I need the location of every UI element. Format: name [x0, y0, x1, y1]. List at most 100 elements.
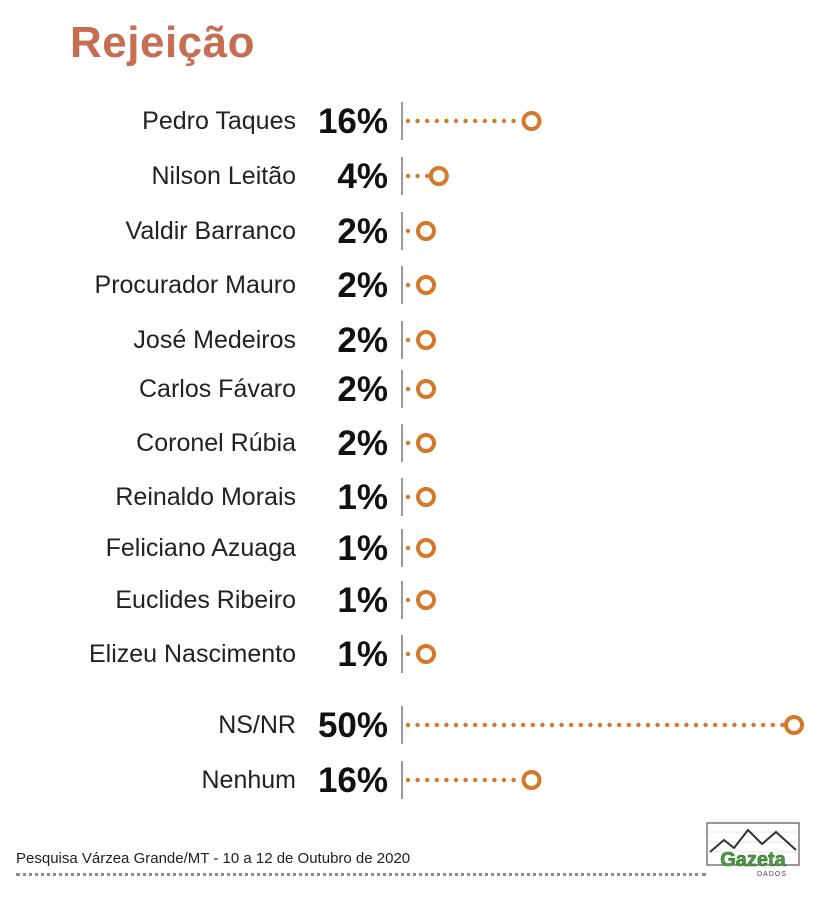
bar-dot: [415, 118, 420, 124]
bar-dot: [549, 722, 555, 728]
bar-dot: [405, 337, 411, 343]
bar-dot: [473, 777, 478, 783]
dot-bar-chart: Pedro Taques 16% Nilson Leitão 4% Valdir Bar…: [89, 102, 804, 800]
value-label: 2%: [337, 212, 388, 251]
chart-title: Rejeição: [70, 18, 255, 67]
bar-dot: [713, 722, 718, 728]
bar-dot: [405, 386, 411, 392]
value-label: 16%: [318, 102, 388, 141]
bar-dot: [425, 777, 430, 783]
category-label: Nilson Leitão: [151, 162, 296, 190]
bar-end-marker: [416, 330, 436, 350]
bar-dot: [511, 777, 516, 783]
bar-dot: [521, 722, 526, 728]
bar-end-marker: [784, 715, 804, 735]
value-label: 1%: [337, 635, 388, 674]
bar-dot: [569, 722, 574, 728]
value-label: 2%: [337, 321, 388, 360]
bar-dot: [511, 118, 516, 124]
bar-dot: [425, 118, 430, 124]
bar-end-marker: [521, 770, 542, 790]
bar-dot: [617, 722, 622, 728]
bar-end-marker: [521, 111, 542, 131]
bar-end-marker: [428, 166, 449, 186]
line-chart-logo-icon: [709, 828, 797, 853]
bar-dot: [665, 722, 670, 728]
category-label: Nenhum: [202, 766, 297, 794]
bar-dot: [684, 722, 689, 728]
bar-dot: [597, 722, 603, 728]
bar-dot: [722, 722, 727, 728]
category-label: Feliciano Azuaga: [106, 534, 297, 562]
bar-dot: [444, 722, 449, 728]
bar-end-marker: [416, 590, 436, 610]
category-label: Euclides Ribeiro: [115, 586, 296, 614]
bar-dot: [751, 722, 756, 728]
value-label: 50%: [318, 706, 388, 745]
bar-dot: [741, 722, 747, 728]
bar-dot: [559, 722, 564, 728]
bar-dot: [405, 777, 411, 783]
bar-dot: [434, 118, 439, 124]
bar-dot: [588, 722, 593, 728]
bar-dot: [693, 722, 699, 728]
category-label: José Medeiros: [133, 326, 296, 354]
bar-end-marker: [416, 433, 436, 453]
category-label: Reinaldo Morais: [115, 483, 296, 511]
bar-dot: [415, 722, 420, 728]
bar-dot: [463, 777, 468, 783]
bar-dot: [453, 722, 459, 728]
bar-dot: [405, 545, 411, 551]
bar-dot: [703, 722, 708, 728]
bar-dot: [492, 722, 497, 728]
bar-dot: [473, 118, 478, 124]
bar-dot: [501, 722, 507, 728]
bar-dot: [578, 722, 583, 728]
gazeta-dados-logo: Gazeta DADOS: [706, 822, 800, 878]
bar-dot: [434, 722, 439, 728]
bar-dot: [482, 722, 487, 728]
bar-dot: [434, 777, 439, 783]
bar-dot: [415, 173, 420, 179]
value-label: 2%: [337, 370, 388, 409]
category-label: Procurador Mauro: [95, 271, 296, 299]
bar-dot: [444, 118, 449, 124]
bar-dot: [482, 777, 487, 783]
bar-dot: [425, 722, 430, 728]
bar-dot: [626, 722, 631, 728]
category-label: NS/NR: [218, 711, 296, 739]
bar-dot: [492, 777, 497, 783]
value-label: 1%: [337, 529, 388, 568]
bar-dot: [453, 118, 459, 124]
category-label: Valdir Barranco: [126, 217, 296, 245]
bar-end-marker: [416, 644, 436, 664]
bar-dot: [482, 118, 487, 124]
bar-dot: [405, 494, 411, 500]
logo-frame: [706, 822, 800, 866]
bar-dot: [607, 722, 612, 728]
bar-dot: [780, 722, 785, 728]
bar-dot: [444, 777, 449, 783]
value-label: 2%: [337, 424, 388, 463]
category-label: Carlos Fávaro: [139, 375, 296, 403]
bar-end-marker: [416, 379, 436, 399]
bar-end-marker: [416, 275, 436, 295]
bar-end-marker: [416, 538, 436, 558]
category-label: Elizeu Nascimento: [89, 640, 296, 668]
bar-dot: [655, 722, 660, 728]
bar-dot: [453, 777, 459, 783]
bar-dot: [540, 722, 545, 728]
logo-sub: DADOS: [757, 871, 787, 878]
bar-dot: [463, 722, 468, 728]
bar-dot: [674, 722, 679, 728]
bar-dot: [530, 722, 535, 728]
bar-end-marker: [416, 221, 436, 241]
bar-dot: [405, 651, 411, 657]
category-label: Pedro Taques: [142, 107, 296, 135]
value-label: 16%: [318, 761, 388, 800]
bar-dot: [761, 722, 766, 728]
bar-dot: [405, 282, 411, 288]
footer-divider: [16, 873, 706, 876]
bar-dot: [473, 722, 478, 728]
bar-dot: [732, 722, 737, 728]
